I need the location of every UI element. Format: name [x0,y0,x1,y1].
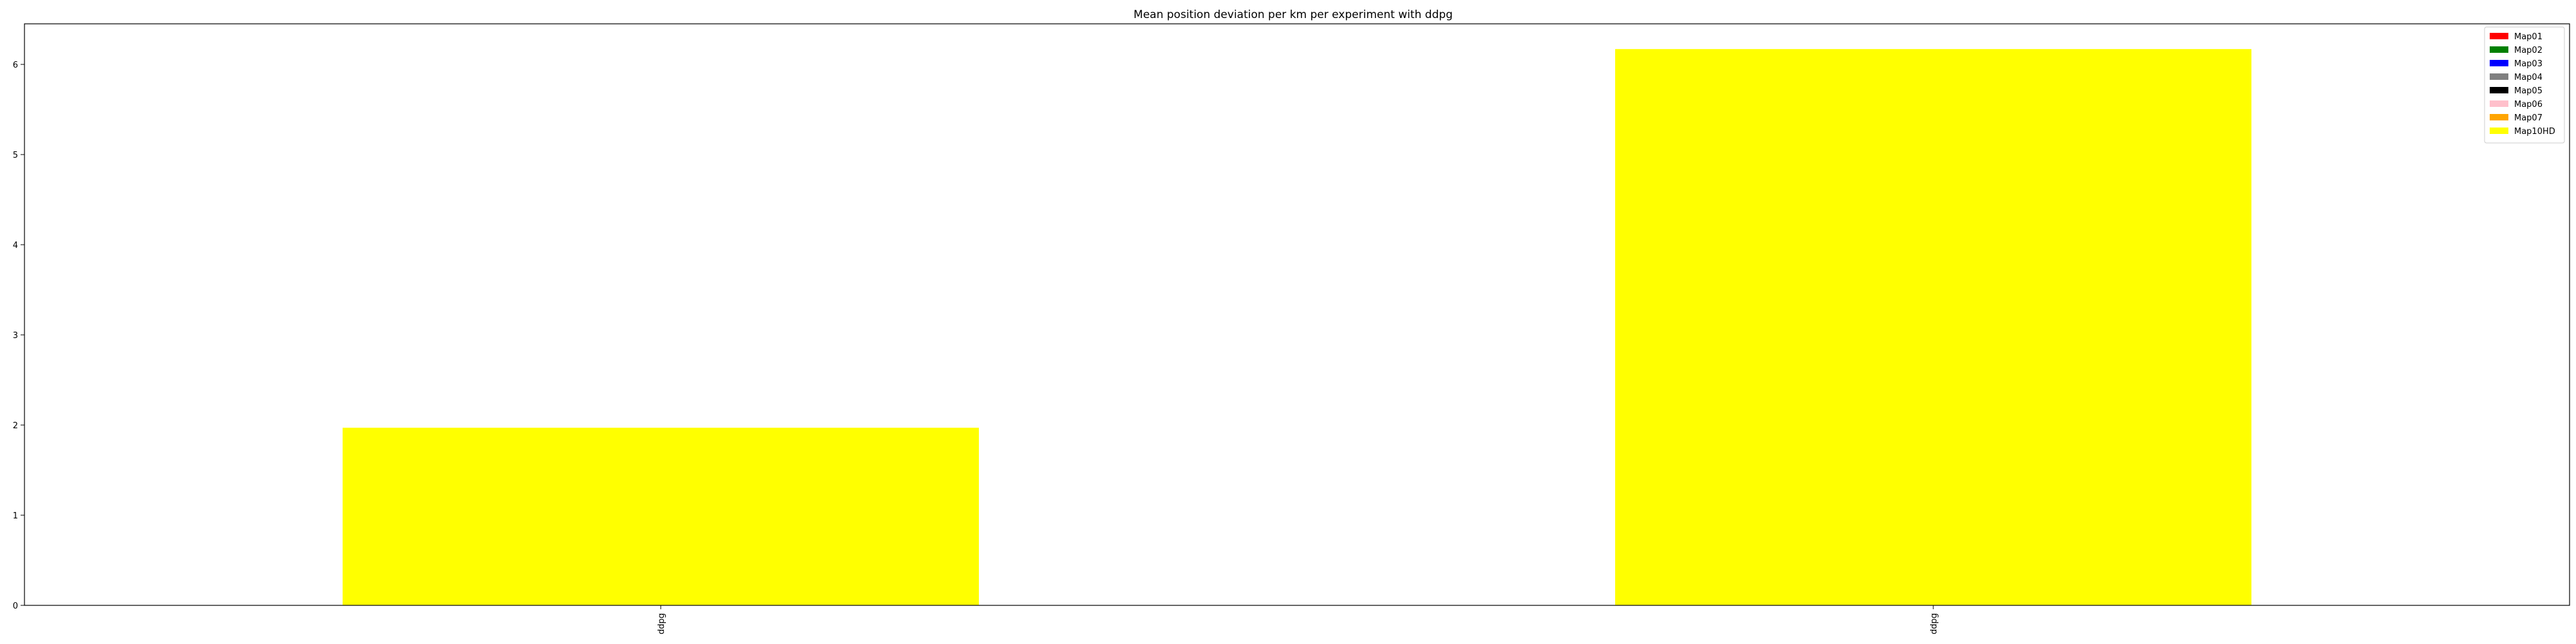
x-tick-label: ddpg [657,613,667,634]
bar-map10hd-1 [343,428,979,605]
y-tick-label: 6 [13,61,18,70]
legend-swatch-map02 [2490,46,2508,53]
x-tick-label: ddpg [1929,613,1939,634]
legend-box [2484,26,2565,144]
y-tick-label: 0 [13,601,18,611]
legend-label-map02: Map02 [2514,46,2543,55]
legend-swatch-map04 [2490,73,2508,80]
y-axis: 0 1 2 3 4 5 6 [13,61,24,611]
plot-frame [24,23,2570,606]
legend-label-map05: Map05 [2514,86,2543,96]
legend-label-map10hd: Map10HD [2514,127,2555,137]
legend-label-map07: Map07 [2514,113,2543,123]
legend-swatch-map07 [2490,114,2508,120]
legend-label-map03: Map03 [2514,59,2543,69]
chart-title: Mean position deviation per km per exper… [1133,8,1453,21]
y-tick-label: 2 [13,421,18,431]
y-tick-label: 5 [13,151,18,160]
legend-label-map04: Map04 [2514,73,2543,82]
x-axis: ddpg ddpg [657,605,1939,634]
legend-label-map01: Map01 [2514,32,2543,42]
legend-swatch-map03 [2490,60,2508,66]
legend-swatch-map01 [2490,33,2508,39]
y-tick-label: 3 [13,331,18,341]
legend-swatch-map05 [2490,87,2508,93]
legend-label-map06: Map06 [2514,100,2543,109]
bar-map10hd-2 [1615,49,2251,605]
y-tick-label: 4 [13,241,18,251]
legend-swatch-map10hd [2490,128,2508,134]
legend-swatch-map06 [2490,100,2508,107]
bars-group [343,49,2251,605]
y-tick-label: 1 [13,511,18,521]
legend: Map01 Map02 Map03 Map04 Map05 Map06 Map07 Map10… [2484,26,2565,144]
